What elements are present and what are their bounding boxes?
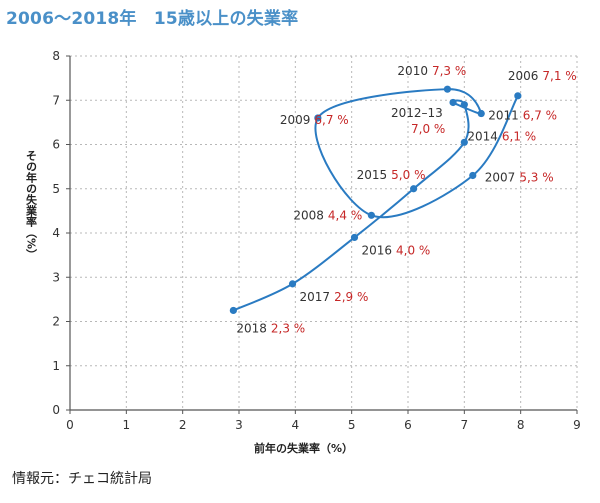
data-point-2012 [449,98,457,107]
y-tick-label: 5 [52,182,60,196]
data-point-2011 [477,109,485,118]
annotation-2012-13-value: 7,0 % [411,122,445,136]
data-label-value: 6,7 % [523,109,557,123]
data-label-year: 2011 [488,109,519,123]
data-point-2010 [443,85,452,93]
x-tick-label: 8 [517,418,525,432]
data-point-2006 [514,92,522,100]
y-tick-label: 1 [52,359,60,373]
data-label-2008: 2008 4,4 % [293,208,362,222]
data-label-2009: 2009 6,7 % [280,113,349,127]
x-axis-label: 前年の失業率（%） [254,441,353,455]
y-tick-label: 8 [52,49,60,63]
data-label-value: 4,4 % [328,208,362,222]
data-point-2008 [367,211,375,219]
tick-labels: 0 1 2 3 4 5 6 7 8 9 0 1 2 3 4 5 6 7 8 [52,49,580,432]
data-points [229,85,522,315]
y-tick-label: 4 [52,226,60,240]
x-tick-label: 5 [348,418,356,432]
data-label-value: 5,3 % [519,170,553,184]
y-tick-label: 7 [52,93,60,107]
data-label-value: 6,7 % [314,113,348,127]
data-label-2018: 2018 2,3 % [236,321,305,335]
data-label-year: 2008 [293,208,324,222]
x-tick-label: 9 [573,418,581,432]
data-label-year: 2009 [280,113,311,127]
chart-title: 2006〜2018年 15歳以上の失業率 [6,9,299,29]
data-label-year: 2017 [300,290,331,304]
y-tick-label: 0 [52,403,60,417]
data-label-value: 5,0 % [391,168,425,182]
data-label-year: 2014 [467,129,498,143]
x-tick-label: 1 [123,418,131,432]
data-label-year: 2016 [361,243,392,257]
y-tick-label: 3 [52,270,60,284]
data-point-2009 [314,114,322,122]
data-point-2007 [469,171,477,180]
x-tick-label: 3 [235,418,243,432]
annotation-2012-13-label: 2012–13 [391,106,443,120]
data-label-year: 2007 [485,170,516,184]
data-label-value: 6,1 % [502,129,536,143]
data-label-year: 2015 [357,168,388,182]
data-label-value: 7,3 % [432,64,466,78]
y-tick-label: 2 [52,315,60,329]
data-point-2013 [460,101,468,109]
data-labels: 2006 7,1 %2007 5,3 %2008 4,4 %2009 6,7 %2010… [236,64,576,335]
data-point-2014 [460,138,468,146]
x-tick-label: 0 [66,418,74,432]
data-label-value: 7,1 % [542,69,576,83]
data-label-year: 2006 [508,69,539,83]
data-label-2006: 2006 7,1 % [508,69,577,83]
data-point-2018 [229,306,237,315]
data-label-value: 2,3 % [271,321,305,335]
axes [66,55,578,414]
grid-lines [70,55,578,410]
x-tick-label: 2 [179,418,187,432]
x-tick-label: 7 [461,418,469,432]
data-label-year: 2010 [397,64,428,78]
data-label-2007: 2007 5,3 % [485,170,554,184]
data-label-2017: 2017 2,9 % [300,290,369,304]
data-label-value: 4,0 % [396,243,430,257]
y-tick-label: 6 [52,138,60,152]
data-label-2014: 2014 6,1 % [467,129,536,143]
data-point-2015 [410,185,418,193]
data-label-year: 2018 [236,321,267,335]
data-label-2010: 2010 7,3 % [397,64,466,78]
data-label-value: 2,9 % [334,290,368,304]
x-tick-label: 4 [292,418,300,432]
data-point-2017 [288,280,297,288]
data-label-2016: 2016 4,0 % [361,243,430,257]
data-label-2015: 2015 5,0 % [357,168,426,182]
source-note: 情報元：チェコ統計局 [12,471,152,487]
data-label-2011: 2011 6,7 % [488,109,557,123]
y-axis-label: その年の失業率（%） [25,150,39,260]
data-point-2016 [350,233,359,242]
x-tick-label: 6 [404,418,412,432]
